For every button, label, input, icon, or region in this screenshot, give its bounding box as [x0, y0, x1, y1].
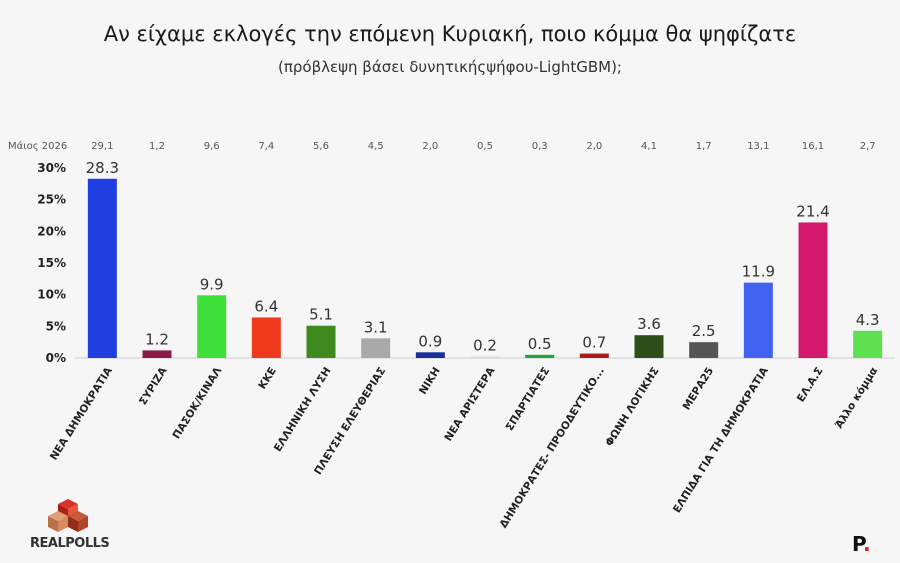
comparison-value-1: 29,1 [91, 141, 113, 152]
comparison-label: Μάιος 2026 [8, 140, 67, 152]
chart-subtitle: (πρόβλεψη βάσει δυνητικήςψήφου-LightGBM)… [278, 58, 622, 76]
bar-13 [743, 282, 773, 358]
x-tick-label-2: ΣΥΡΙΖΑ [137, 364, 170, 407]
x-tick-label-1: ΝΕΑ ΔΗΜΟΚΡΑΤΙΑ [48, 364, 115, 462]
comparison-value-8: 0,5 [477, 141, 493, 152]
comparison-value-11: 4,1 [641, 141, 657, 152]
bar-2 [142, 350, 172, 358]
y-tick-label: 10% [37, 288, 66, 302]
data-label-7: 0.9 [418, 332, 442, 350]
bar-3 [197, 295, 227, 358]
y-tick-label: 25% [37, 193, 66, 207]
bar-9 [525, 354, 555, 358]
x-tick-label-14: ΕΛ.Α.Σ [795, 365, 826, 404]
data-label-13: 11.9 [742, 263, 775, 281]
chart-title: Αν είχαμε εκλογές την επόμενη Κυριακή, π… [103, 22, 797, 46]
x-tick-label-7: ΝΙΚΗ [417, 365, 443, 396]
x-tick-label-8: ΝΕΑ ΑΡΙΣΤΕΡΑ [442, 365, 498, 444]
bar-12 [689, 342, 719, 358]
bar-1 [87, 178, 117, 358]
bar-14 [798, 222, 828, 358]
data-label-2: 1.2 [145, 330, 169, 348]
comparison-value-14: 16,1 [802, 141, 824, 152]
x-tick-label-15: Άλλο κόμμα [833, 365, 880, 431]
x-tick-label-13: ΕΛΠΙΔΑ ΓΙΑ ΤΗ ΔΗΜΟΚΡΑΤΙΑ [671, 364, 771, 515]
data-label-10: 0.7 [582, 334, 606, 352]
realpolls-wordmark: REALPOLLS [30, 536, 110, 551]
comparison-value-10: 2,0 [586, 141, 602, 152]
realpolls-logo-icon [48, 499, 88, 532]
y-tick-label: 20% [37, 224, 66, 238]
data-label-15: 4.3 [856, 311, 880, 329]
data-label-9: 0.5 [528, 335, 552, 353]
comparison-value-2: 1,2 [149, 141, 165, 152]
y-tick-label: 30% [37, 161, 66, 175]
x-tick-label-4: ΚΚΕ [256, 365, 279, 391]
data-label-1: 28.3 [86, 159, 119, 177]
comparison-value-4: 7,4 [258, 141, 274, 152]
x-tick-label-5: ΕΛΛΗΝΙΚΗ ΛΥΣΗ [272, 365, 334, 454]
comparison-value-12: 1,7 [696, 141, 712, 152]
bar-10 [579, 353, 609, 358]
data-label-14: 21.4 [796, 202, 829, 220]
comparison-value-9: 0,3 [532, 141, 548, 152]
data-label-11: 3.6 [637, 315, 661, 333]
bar-11 [634, 335, 664, 358]
data-label-3: 9.9 [200, 275, 224, 293]
bar-15 [853, 330, 883, 358]
comparison-value-5: 5,6 [313, 141, 329, 152]
x-tick-label-10: ΔΗΜΟΚΡΑΤΕΣ- ΠΡΟΟΔΕΥΤΙΚΟ... [498, 365, 607, 530]
bar-5 [306, 325, 336, 358]
bar-7 [415, 352, 445, 358]
comparison-value-6: 4,5 [368, 141, 384, 152]
bar-8 [470, 356, 500, 358]
x-tick-label-9: ΣΠΑΡΤΙΑΤΕΣ [504, 365, 553, 433]
data-label-4: 6.4 [254, 297, 278, 315]
x-tick-label-12: ΜΕΡΑ25 [681, 365, 717, 412]
y-tick-label: 15% [37, 256, 66, 270]
bar-6 [361, 338, 391, 358]
bar-4 [251, 317, 281, 358]
x-tick-label-11: ΦΩΝΗ ΛΟΓΙΚΗΣ [603, 365, 661, 448]
p-brand-logo: P. [852, 532, 871, 556]
data-label-5: 5.1 [309, 306, 333, 324]
comparison-value-13: 13,1 [747, 141, 769, 152]
y-tick-label: 0% [46, 351, 66, 365]
x-tick-label-3: ΠΑΣΟΚ/ΚΙΝΑΛ [171, 364, 225, 441]
data-label-8: 0.2 [473, 337, 497, 355]
comparison-value-7: 2,0 [422, 141, 438, 152]
y-tick-label: 5% [46, 319, 66, 333]
comparison-value-3: 9,6 [204, 141, 220, 152]
data-label-6: 3.1 [364, 318, 388, 336]
comparison-value-15: 2,7 [860, 141, 876, 152]
data-label-12: 2.5 [692, 322, 716, 340]
